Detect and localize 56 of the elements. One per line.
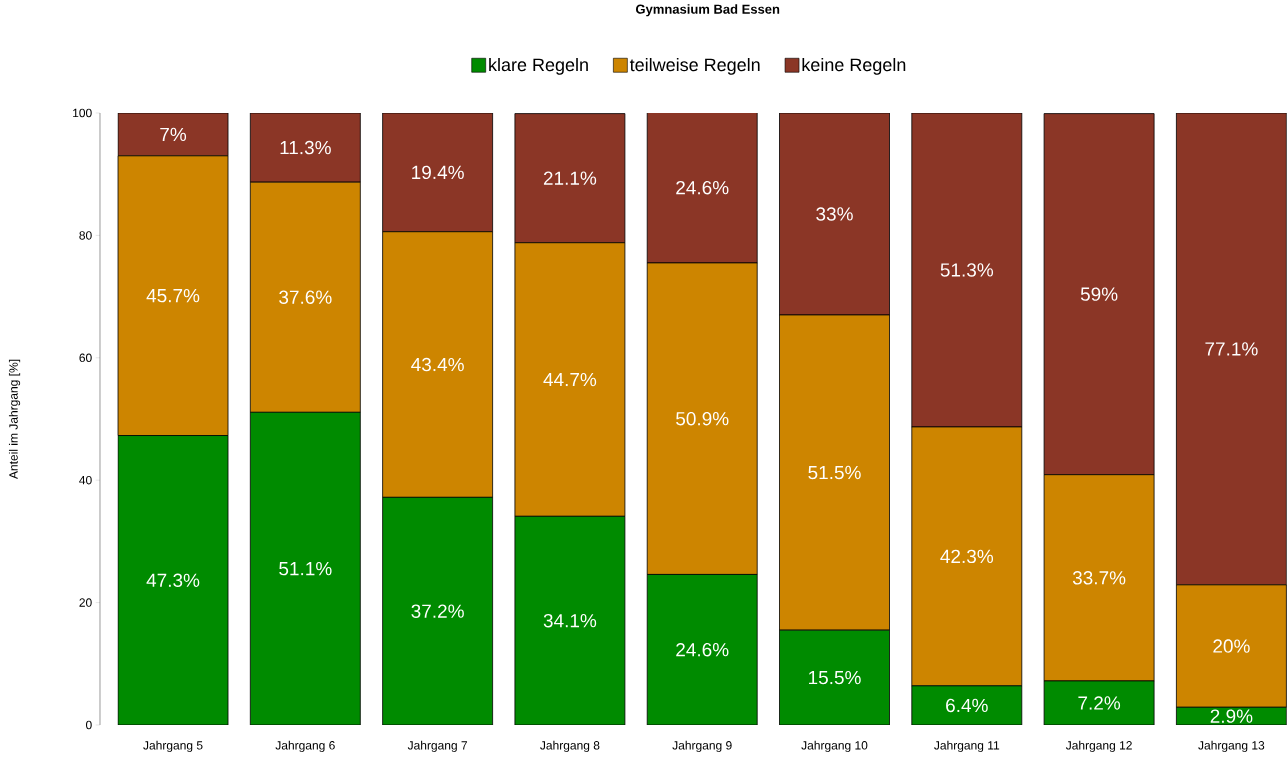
data-label: 51.1% bbox=[279, 561, 332, 576]
data-label: 33% bbox=[816, 207, 853, 221]
data-label: 51.5% bbox=[808, 465, 861, 480]
bar bbox=[1175, 112, 1287, 586]
chart-title: Gymnasium Bad Essen bbox=[636, 4, 780, 17]
x-tick-label: Jahrgang 9 bbox=[672, 740, 732, 752]
x-tick-label: Jahrgang 8 bbox=[540, 740, 600, 752]
x-tick-label: Jahrgang 12 bbox=[1065, 740, 1132, 752]
data-label: 6.4% bbox=[946, 698, 988, 713]
data-label: 19.4% bbox=[412, 165, 464, 180]
y-tick-label: 0 bbox=[86, 720, 92, 730]
data-label: 42.3% bbox=[940, 549, 994, 564]
legend-label: klare Regeln bbox=[489, 57, 588, 75]
data-label: 24.6% bbox=[676, 642, 729, 657]
data-label: 37.2% bbox=[411, 604, 464, 618]
data-label: 11.3% bbox=[280, 140, 331, 155]
data-label: 77.1% bbox=[1205, 342, 1258, 356]
data-label: 45.7% bbox=[146, 289, 200, 303]
data-label: 7% bbox=[160, 127, 187, 142]
bar bbox=[779, 112, 890, 316]
data-label: 20% bbox=[1213, 639, 1250, 653]
x-tick-label: Jahrgang 6 bbox=[275, 740, 335, 752]
bar bbox=[911, 112, 1023, 428]
data-label: 43.4% bbox=[411, 357, 464, 372]
legend-label: keine Regeln bbox=[802, 57, 906, 75]
y-tick-label: 80 bbox=[79, 231, 92, 240]
y-tick-label: 60 bbox=[79, 353, 92, 363]
y-tick-label: 40 bbox=[79, 475, 92, 485]
x-tick-label: Jahrgang 13 bbox=[1198, 740, 1265, 752]
data-label: 2.9% bbox=[1210, 709, 1253, 723]
data-label: 7.2% bbox=[1078, 696, 1121, 710]
bar bbox=[646, 112, 758, 264]
data-label: 21.1% bbox=[543, 171, 597, 185]
x-tick-label: Jahrgang 10 bbox=[801, 740, 868, 752]
x-tick-label: Jahrgang 5 bbox=[143, 740, 203, 752]
data-label: 24.6% bbox=[676, 180, 729, 195]
bar bbox=[514, 113, 626, 244]
data-label: 37.6% bbox=[279, 290, 332, 304]
x-tick-label: Jahrgang 11 bbox=[934, 740, 1000, 752]
legend-label: teilweise Regeln bbox=[629, 57, 760, 75]
y-tick-label: 100 bbox=[73, 108, 92, 118]
y-tick-label: 20 bbox=[79, 598, 92, 607]
x-tick-label: Jahrgang 7 bbox=[407, 740, 468, 752]
data-label: 51.3% bbox=[940, 263, 994, 277]
y-axis-title: Anteil im Jahrgang [%] bbox=[8, 359, 21, 480]
bar bbox=[382, 112, 494, 233]
data-label: 50.9% bbox=[676, 411, 729, 426]
bar bbox=[1043, 113, 1155, 476]
data-label: 15.5% bbox=[809, 670, 861, 685]
data-label: 47.3% bbox=[146, 573, 200, 587]
bar bbox=[117, 112, 229, 157]
data-label: 59% bbox=[1080, 287, 1118, 301]
data-label: 33.7% bbox=[1072, 571, 1126, 585]
data-label: 34.1% bbox=[543, 613, 597, 628]
bar bbox=[249, 112, 361, 183]
data-label: 44.7% bbox=[543, 372, 597, 387]
